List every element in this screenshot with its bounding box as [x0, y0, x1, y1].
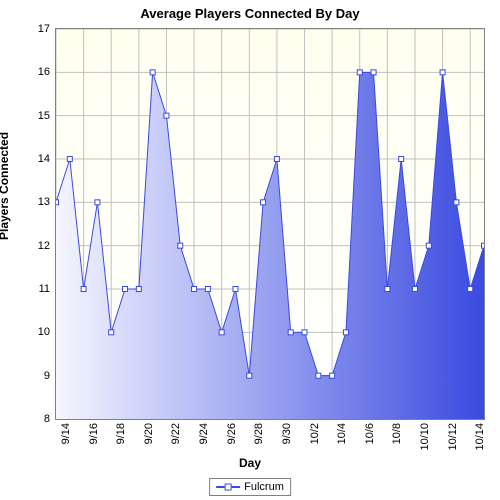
data-marker [357, 70, 362, 75]
data-marker [164, 113, 169, 118]
data-marker [468, 287, 473, 292]
data-marker [412, 287, 417, 292]
legend-item-label: Fulcrum [244, 481, 284, 493]
x-axis-label: Day [0, 456, 500, 470]
y-tick-label: 14 [20, 153, 50, 165]
data-marker [233, 287, 238, 292]
data-marker [371, 70, 376, 75]
data-marker [316, 373, 321, 378]
y-tick-label: 17 [20, 23, 50, 35]
y-tick-label: 13 [20, 196, 50, 208]
chart-container: Average Players Connected By Day Players… [0, 0, 500, 500]
plot-area [55, 28, 485, 420]
data-marker [440, 70, 445, 75]
legend: Fulcrum [209, 478, 291, 496]
data-marker [454, 200, 459, 205]
data-marker [136, 287, 141, 292]
legend-marker-icon [225, 484, 232, 491]
data-marker [399, 157, 404, 162]
y-tick-label: 10 [20, 326, 50, 338]
data-marker [288, 330, 293, 335]
data-marker [302, 330, 307, 335]
data-marker [178, 243, 183, 248]
data-marker [95, 200, 100, 205]
y-tick-label: 12 [20, 240, 50, 252]
chart-title: Average Players Connected By Day [0, 6, 500, 21]
data-marker [343, 330, 348, 335]
data-marker [330, 373, 335, 378]
y-tick-label: 16 [20, 66, 50, 78]
y-tick-label: 8 [20, 413, 50, 425]
area-chart-svg [56, 29, 484, 419]
data-marker [123, 287, 128, 292]
data-marker [150, 70, 155, 75]
y-tick-label: 9 [20, 370, 50, 382]
data-marker [385, 287, 390, 292]
y-tick-label: 15 [20, 110, 50, 122]
data-marker [67, 157, 72, 162]
data-marker [81, 287, 86, 292]
data-marker [109, 330, 114, 335]
data-marker [426, 243, 431, 248]
data-marker [274, 157, 279, 162]
y-tick-label: 11 [20, 283, 50, 295]
data-marker [205, 287, 210, 292]
data-marker [247, 373, 252, 378]
data-marker [482, 243, 485, 248]
legend-swatch [216, 483, 240, 491]
data-marker [219, 330, 224, 335]
data-marker [261, 200, 266, 205]
y-axis-label: Players Connected [0, 132, 11, 240]
data-marker [56, 200, 59, 205]
data-marker [192, 287, 197, 292]
